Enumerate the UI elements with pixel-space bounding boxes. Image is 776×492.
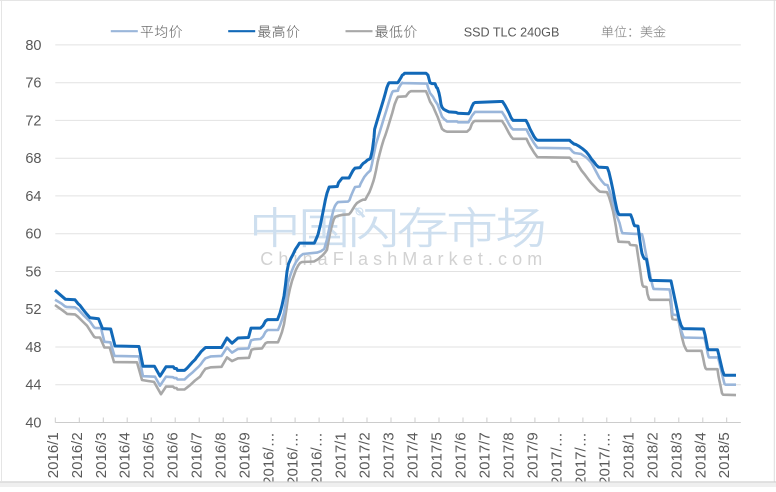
svg-text:2017/6: 2017/6 [453, 432, 470, 478]
svg-text:68: 68 [25, 151, 41, 167]
svg-text:2017/8: 2017/8 [500, 432, 517, 478]
svg-text:2018/1: 2018/1 [620, 432, 637, 478]
svg-text:2016/7: 2016/7 [189, 432, 206, 478]
svg-text:2016/…: 2016/… [309, 432, 326, 485]
svg-text:64: 64 [25, 189, 41, 205]
svg-text:2016/1: 2016/1 [45, 432, 62, 478]
svg-text:2016/9: 2016/9 [237, 432, 254, 478]
svg-text:2016/2: 2016/2 [69, 432, 86, 478]
svg-text:2016/6: 2016/6 [165, 432, 182, 478]
svg-text:2017/3: 2017/3 [381, 432, 398, 478]
svg-text:80: 80 [25, 38, 41, 54]
svg-text:56: 56 [25, 265, 41, 281]
svg-text:40: 40 [25, 416, 41, 432]
svg-text:2016/5: 2016/5 [141, 432, 158, 478]
svg-text:2016/…: 2016/… [285, 432, 302, 485]
svg-text:2017/1: 2017/1 [333, 432, 350, 478]
svg-text:72: 72 [25, 113, 41, 129]
svg-text:2018/4: 2018/4 [692, 432, 709, 478]
svg-text:2016/3: 2016/3 [93, 432, 110, 478]
svg-text:48: 48 [25, 340, 41, 356]
svg-text:44: 44 [25, 378, 41, 394]
svg-text:2017/9: 2017/9 [524, 432, 541, 478]
svg-text:2018/3: 2018/3 [668, 432, 685, 478]
svg-text:2016/8: 2016/8 [213, 432, 230, 478]
svg-text:2017/2: 2017/2 [357, 432, 374, 478]
svg-text:2018/2: 2018/2 [644, 432, 661, 478]
svg-text:52: 52 [25, 302, 41, 318]
svg-text:2017/…: 2017/… [596, 432, 613, 485]
svg-text:2018/5: 2018/5 [716, 432, 733, 478]
svg-text:ChinaFlashMarket.com: ChinaFlashMarket.com [260, 249, 547, 269]
svg-text:2017/…: 2017/… [572, 432, 589, 485]
svg-text:2017/5: 2017/5 [429, 432, 446, 478]
svg-text:2016/4: 2016/4 [117, 432, 134, 478]
svg-text:2016/…: 2016/… [261, 432, 278, 485]
svg-text:SSD TLC 240GB: SSD TLC 240GB [464, 25, 560, 39]
svg-text:60: 60 [25, 227, 41, 243]
svg-text:76: 76 [25, 76, 41, 92]
svg-text:2017/4: 2017/4 [405, 432, 422, 478]
svg-text:2017/…: 2017/… [548, 432, 565, 485]
svg-text:2017/7: 2017/7 [476, 432, 493, 478]
